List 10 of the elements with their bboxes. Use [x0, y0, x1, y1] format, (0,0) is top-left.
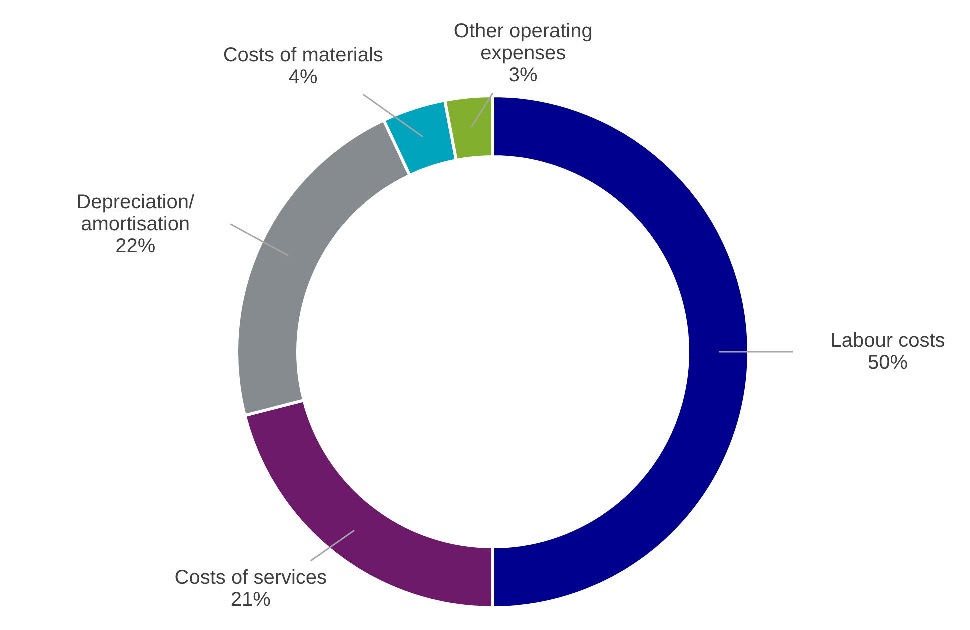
slice-label: Costs of materials — [223, 44, 384, 67]
data-label: 22% — [116, 235, 156, 258]
slice-label: Depreciation/ amortisation — [76, 191, 195, 236]
data-label: 3% — [508, 64, 538, 86]
data-label: 21% — [230, 589, 272, 612]
slice-label: Costs of services — [174, 567, 328, 590]
slice-label: Labour costs — [830, 330, 946, 352]
data-label: 4% — [288, 66, 318, 89]
slice-label: Other operating expenses — [454, 20, 593, 64]
data-label: 50% — [868, 352, 908, 374]
